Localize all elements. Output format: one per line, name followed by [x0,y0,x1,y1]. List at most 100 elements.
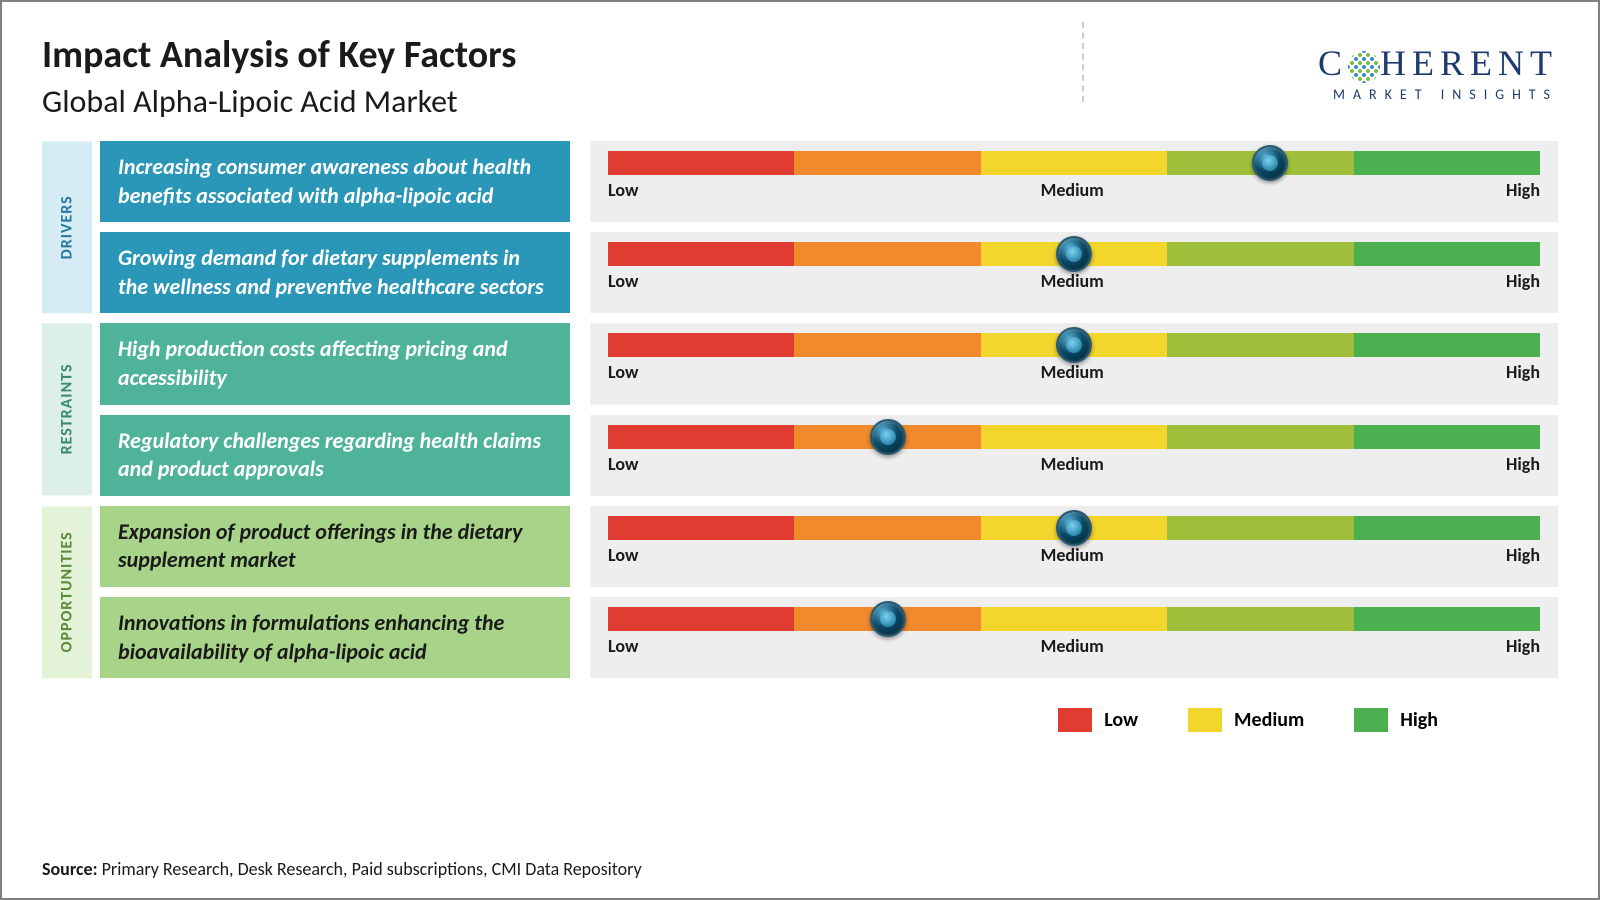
section-opportunities: OPPORTUNITIESExpansion of product offeri… [42,506,1558,678]
gauge-segment [1167,607,1353,631]
section-body: High production costs affecting pricing … [100,323,1558,495]
factor-text: High production costs affecting pricing … [100,323,570,404]
header: Impact Analysis of Key Factors Global Al… [42,32,1558,121]
gauge-bar [608,425,1540,449]
legend-swatch [1058,708,1092,732]
gauge-label-medium: Medium [638,179,1506,201]
gauge-bar [608,333,1540,357]
page-title: Impact Analysis of Key Factors [42,32,516,78]
gauge-label-low: Low [608,635,638,657]
gauge-label-low: Low [608,453,638,475]
logo-subtext: MARKET INSIGHTS [1318,86,1558,103]
factor-text: Growing demand for dietary supplements i… [100,232,570,313]
gauge-segment [794,333,980,357]
gauge-segment [981,151,1167,175]
gauge-bar [608,242,1540,266]
gauge-segment [1354,333,1540,357]
content: DRIVERSIncreasing consumer awareness abo… [42,141,1558,678]
section-drivers: DRIVERSIncreasing consumer awareness abo… [42,141,1558,313]
factor-text: Expansion of product offerings in the di… [100,506,570,587]
factor-row: Growing demand for dietary supplements i… [100,232,1558,313]
gauge-knob [870,601,906,637]
source-text: Primary Research, Desk Research, Paid su… [102,858,642,880]
impact-gauge: LowMediumHigh [590,232,1558,313]
factor-text: Increasing consumer awareness about heal… [100,141,570,222]
logo: C HERENT MARKET INSIGHTS [1318,32,1558,103]
source-line: Source: Primary Research, Desk Research,… [42,858,642,880]
gauge-label-high: High [1506,270,1540,292]
gauge-segment [608,607,794,631]
source-prefix: Source: [42,858,102,880]
legend-label: Medium [1234,708,1304,732]
gauge-label-medium: Medium [638,453,1506,475]
gauge-label-low: Low [608,544,638,566]
legend-item: Medium [1188,708,1304,732]
gauge-label-low: Low [608,270,638,292]
logo-text-post: HERENT [1380,43,1558,83]
gauge-labels: LowMediumHigh [608,453,1540,475]
gauge-label-high: High [1506,544,1540,566]
gauge-knob [1056,327,1092,363]
gauge-knob [1056,510,1092,546]
legend-swatch [1188,708,1222,732]
section-body: Expansion of product offerings in the di… [100,506,1558,678]
factor-row: Increasing consumer awareness about heal… [100,141,1558,222]
section-label: RESTRAINTS [42,323,92,495]
gauge-bar [608,151,1540,175]
gauge-segment [794,516,980,540]
factor-row: Innovations in formulations enhancing th… [100,597,1558,678]
gauge-label-high: High [1506,453,1540,475]
factor-row: Regulatory challenges regarding health c… [100,415,1558,496]
gauge-labels: LowMediumHigh [608,270,1540,292]
gauge-label-low: Low [608,179,638,201]
gauge-label-high: High [1506,179,1540,201]
factor-row: High production costs affecting pricing … [100,323,1558,404]
gauge-segment [1167,516,1353,540]
page-subtitle: Global Alpha-Lipoic Acid Market [42,82,516,121]
impact-gauge: LowMediumHigh [590,506,1558,587]
gauge-segment [981,607,1167,631]
gauge-knob [1252,145,1288,181]
gauge-labels: LowMediumHigh [608,179,1540,201]
gauge-labels: LowMediumHigh [608,544,1540,566]
gauge-segment [981,425,1167,449]
gauge-segment [1354,425,1540,449]
gauge-segment [794,151,980,175]
logo-text-pre: C [1318,43,1348,83]
gauge-segment [608,151,794,175]
legend-label: High [1400,708,1438,732]
legend-swatch [1354,708,1388,732]
section-label: OPPORTUNITIES [42,506,92,678]
gauge-label-low: Low [608,361,638,383]
legend-item: Low [1058,708,1138,732]
gauge-segment [794,242,980,266]
gauge-segment [608,333,794,357]
gauge-label-high: High [1506,361,1540,383]
gauge-segment [608,425,794,449]
section-body: Increasing consumer awareness about heal… [100,141,1558,313]
factor-row: Expansion of product offerings in the di… [100,506,1558,587]
impact-gauge: LowMediumHigh [590,415,1558,496]
gauge-label-medium: Medium [638,544,1506,566]
factor-text: Regulatory challenges regarding health c… [100,415,570,496]
vertical-divider [1082,22,1084,102]
gauge-knob [870,419,906,455]
gauge-segment [1354,242,1540,266]
gauge-segment [1167,242,1353,266]
section-restraints: RESTRAINTSHigh production costs affectin… [42,323,1558,495]
gauge-segment [608,516,794,540]
gauge-segment [1167,425,1353,449]
gauge-bar [608,607,1540,631]
gauge-label-high: High [1506,635,1540,657]
gauge-segment [608,242,794,266]
gauge-segment [1167,333,1353,357]
gauge-labels: LowMediumHigh [608,361,1540,383]
gauge-segment [1354,151,1540,175]
gauge-label-medium: Medium [638,361,1506,383]
gauge-bar [608,516,1540,540]
gauge-segment [1354,607,1540,631]
gauge-knob [1056,236,1092,272]
gauge-labels: LowMediumHigh [608,635,1540,657]
factor-text: Innovations in formulations enhancing th… [100,597,570,678]
gauge-label-medium: Medium [638,635,1506,657]
